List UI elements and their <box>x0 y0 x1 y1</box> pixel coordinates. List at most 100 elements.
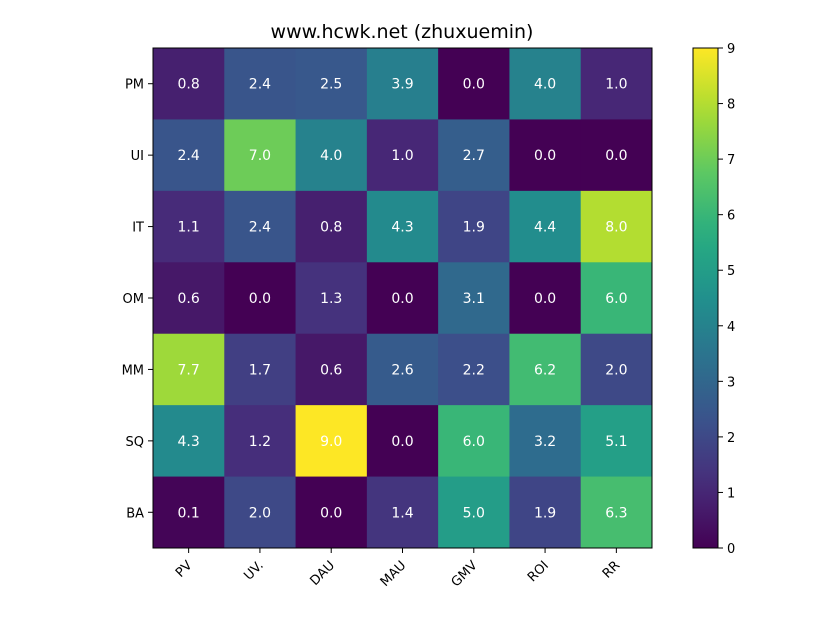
heatmap-cell <box>509 333 582 406</box>
cell-value-label: 1.9 <box>534 505 556 521</box>
x-tick-label: DAU <box>307 558 338 589</box>
colorbar-tick-label: 9 <box>727 42 735 57</box>
heatmap-cell <box>224 262 297 335</box>
heatmap-cell <box>224 48 297 120</box>
x-tick-label: MAU <box>378 558 410 590</box>
cell-value-label: 0.0 <box>534 148 556 164</box>
cell-value-label: 5.0 <box>463 505 485 521</box>
heatmap-cell <box>509 476 582 549</box>
cell-value-label: 3.2 <box>534 434 556 450</box>
cell-value-label: 0.0 <box>534 291 556 307</box>
cell-value-label: 2.6 <box>391 362 413 378</box>
heatmap-cell <box>366 190 439 263</box>
cell-value-label: 2.5 <box>320 77 342 93</box>
heatmap-cell <box>438 405 510 478</box>
heatmap-cell <box>438 262 510 335</box>
cell-value-label: 6.2 <box>534 362 556 378</box>
cell-value-label: 6.0 <box>463 434 485 450</box>
cell-value-label: 9.0 <box>320 434 342 450</box>
heatmap-cell <box>366 48 439 120</box>
colorbar-tick-label: 6 <box>727 209 735 224</box>
cell-value-label: 4.0 <box>320 148 342 164</box>
y-tick-label: BA <box>126 506 144 521</box>
x-tick-label: ROI <box>525 558 552 585</box>
heatmap-cell <box>224 190 297 263</box>
heatmap-cell <box>438 119 510 192</box>
x-axis: PV UV. DAU MAU GMV ROI RR <box>173 548 623 590</box>
x-tick-label: PV <box>173 558 196 581</box>
heatmap-cell <box>366 476 439 549</box>
heatmap-cell <box>224 476 297 549</box>
heatmap-cell <box>153 48 225 120</box>
cell-value-label: 2.4 <box>249 77 271 93</box>
heatmap-cell <box>438 476 510 549</box>
heatmap-cell <box>224 405 297 478</box>
y-tick-label: MM <box>122 363 144 378</box>
y-tick-label: SQ <box>126 435 144 450</box>
heatmap-cell <box>153 190 225 263</box>
heatmap-cell <box>153 333 225 406</box>
cell-value-label: 0.6 <box>178 291 200 307</box>
heatmap-cells: 0.8 2.4 2.5 3.9 0.0 4.0 1.0 2.4 7.0 4.0 1.0 2.7 0.0 0… <box>153 48 653 549</box>
heatmap-cell <box>438 190 510 263</box>
heatmap-cell <box>580 190 653 263</box>
cell-value-label: 4.3 <box>391 220 413 236</box>
heatmap-cell <box>580 262 653 335</box>
colorbar-frame <box>692 47 719 549</box>
colorbar-tick-label: 1 <box>727 486 735 501</box>
heatmap-cell <box>509 48 582 120</box>
cell-value-label: 1.3 <box>320 291 342 307</box>
heatmap-cell <box>295 190 368 263</box>
cell-value-label: 2.0 <box>605 362 627 378</box>
cell-value-label: 6.0 <box>605 291 627 307</box>
cell-value-label: 1.7 <box>249 362 271 378</box>
heatmap-cell <box>153 476 225 549</box>
cell-value-label: 1.1 <box>178 220 200 236</box>
cell-value-label: 6.3 <box>605 505 627 521</box>
cell-value-label: 0.6 <box>320 362 342 378</box>
colorbar-gradient <box>693 48 718 548</box>
cell-value-label: 2.2 <box>463 362 485 378</box>
cell-value-label: 7.0 <box>249 148 271 164</box>
cell-value-label: 0.0 <box>249 291 271 307</box>
heatmap-cell <box>509 190 582 263</box>
heatmap-cell <box>366 262 439 335</box>
y-tick-label: PM <box>125 78 144 93</box>
cell-value-label: 4.0 <box>534 77 556 93</box>
heatmap-cell <box>580 476 653 549</box>
x-tick-label: UV. <box>241 558 266 583</box>
cell-value-label: 0.0 <box>463 77 485 93</box>
heatmap-cell <box>366 119 439 192</box>
cell-value-label: 0.0 <box>391 434 413 450</box>
cell-value-label: 0.0 <box>320 505 342 521</box>
cell-value-label: 4.3 <box>178 434 200 450</box>
heatmap-cell <box>224 119 297 192</box>
y-tick-label: OM <box>123 292 144 307</box>
cell-value-label: 3.1 <box>463 291 485 307</box>
cell-value-label: 2.7 <box>463 148 485 164</box>
colorbar-tick-label: 2 <box>727 431 735 446</box>
cell-value-label: 8.0 <box>605 220 627 236</box>
colorbar-tick-label: 8 <box>727 98 735 113</box>
cell-value-label: 1.0 <box>391 148 413 164</box>
cell-value-label: 5.1 <box>605 434 627 450</box>
heatmap-cell <box>153 262 225 335</box>
cell-value-label: 2.4 <box>249 220 271 236</box>
cell-value-label: 1.0 <box>605 77 627 93</box>
heatmap-cell <box>295 476 368 549</box>
colorbar-tick-label: 5 <box>727 264 735 279</box>
cell-value-label: 0.0 <box>391 291 413 307</box>
cell-value-label: 0.0 <box>605 148 627 164</box>
x-tick-label: GMV <box>449 558 481 590</box>
cell-value-label: 1.4 <box>391 505 413 521</box>
heatmap-cell <box>153 119 225 192</box>
cell-value-label: 4.4 <box>534 220 556 236</box>
colorbar-tick-label: 4 <box>727 320 735 335</box>
heatmap-cell <box>438 333 510 406</box>
cell-value-label: 2.0 <box>249 505 271 521</box>
cell-value-label: 0.8 <box>320 220 342 236</box>
heatmap-cell <box>295 119 368 192</box>
x-tick-label: RR <box>600 558 623 581</box>
heatmap-cell <box>509 405 582 478</box>
